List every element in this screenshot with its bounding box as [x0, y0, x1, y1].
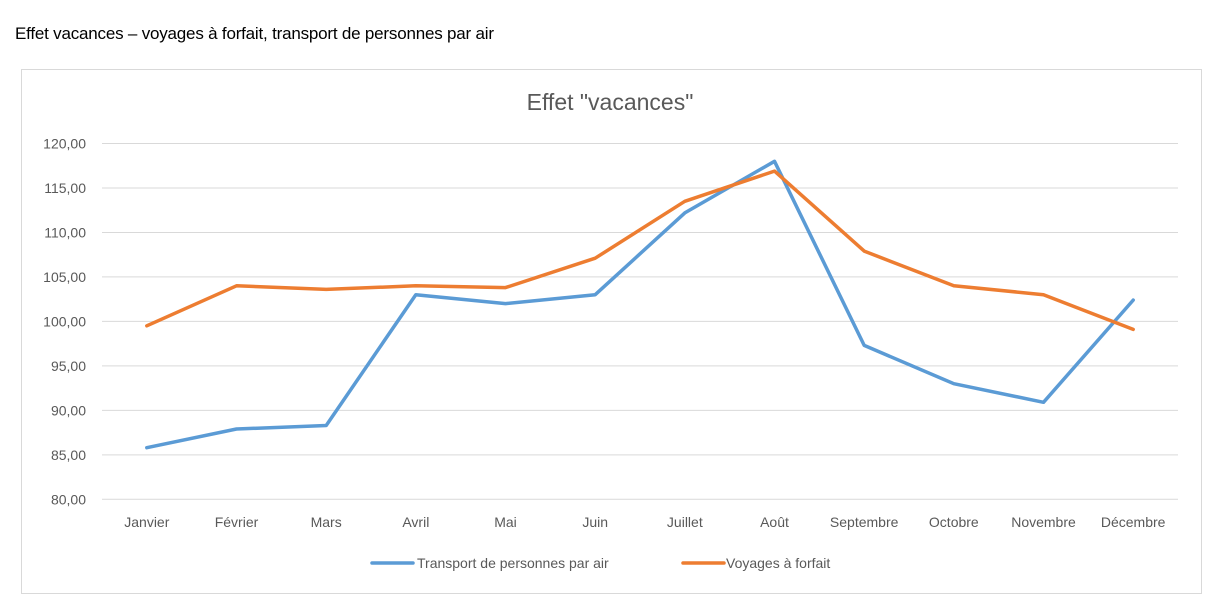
y-tick-label: 90,00	[51, 402, 86, 418]
y-tick-label: 85,00	[51, 447, 86, 463]
x-tick-label: Janvier	[124, 514, 169, 530]
x-tick-label: Août	[760, 514, 789, 530]
gridlines	[102, 143, 1178, 500]
y-tick-label: 95,00	[51, 358, 86, 374]
chart-title: Effet "vacances"	[527, 89, 694, 115]
y-tick-label: 110,00	[44, 224, 86, 240]
y-tick-label: 105,00	[43, 269, 86, 285]
x-tick-label: Octobre	[929, 514, 979, 530]
x-tick-label: Septembre	[830, 514, 899, 530]
y-axis-labels: 80,00 85,00 90,00 95,00 100,00 105,00 110,00 11…	[43, 136, 86, 508]
x-axis-labels: Janvier Février Mars Avril Mai Juin Juillet Aoû…	[124, 514, 1165, 530]
series-line-transport-air	[145, 159, 1135, 450]
x-tick-label: Décembre	[1101, 514, 1166, 530]
legend: Transport de personnes par air Voyages à …	[370, 555, 830, 571]
x-tick-label: Juillet	[667, 514, 703, 530]
legend-label: Voyages à forfait	[726, 555, 830, 571]
x-tick-label: Novembre	[1011, 514, 1076, 530]
x-tick-label: Avril	[402, 514, 429, 530]
legend-label: Transport de personnes par air	[417, 555, 609, 571]
chart-container	[21, 69, 1202, 594]
series-lines	[145, 159, 1135, 450]
x-tick-label: Juin	[582, 514, 608, 530]
y-tick-label: 100,00	[43, 313, 86, 329]
y-tick-label: 80,00	[51, 491, 86, 507]
x-tick-label: Mai	[494, 514, 517, 530]
x-tick-label: Février	[215, 514, 259, 530]
page-heading: Effet vacances – voyages à forfait, tran…	[15, 24, 494, 43]
y-tick-label: 115,00	[44, 180, 86, 196]
y-tick-label: 120,00	[43, 136, 86, 152]
series-line-voyages-forfait	[145, 169, 1135, 332]
x-tick-label: Mars	[311, 514, 342, 530]
